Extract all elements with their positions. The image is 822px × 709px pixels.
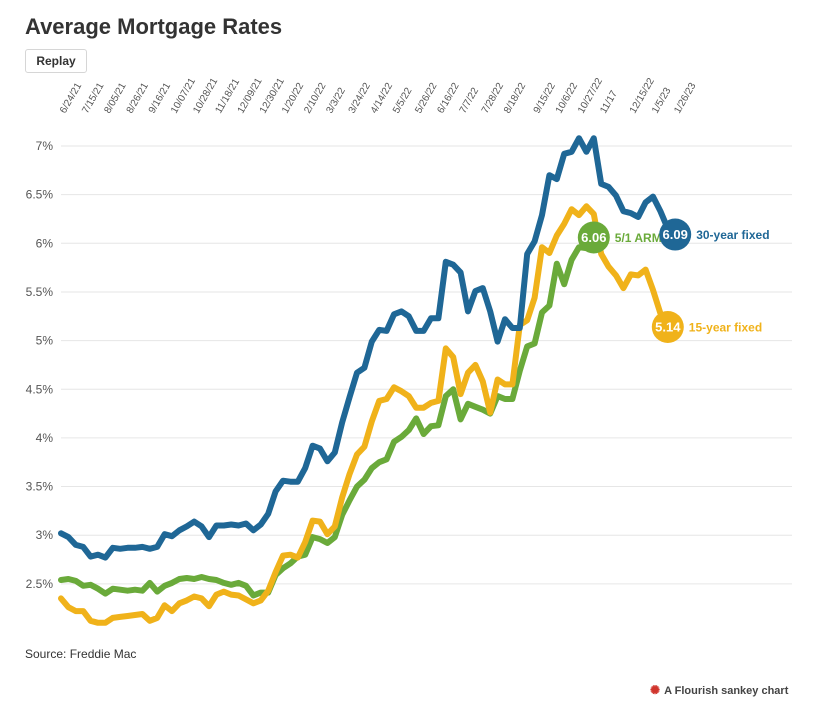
series-name-5-1-arm: 5/1 ARM [615,231,662,245]
end-marker-15-year-fixed[interactable] [651,310,684,343]
y-tick-label: 5% [36,334,54,348]
x-axis-ticks: 6/24/217/15/218/05/218/26/219/16/2110/07… [58,76,699,116]
end-value-30-year-fixed: 6.09 [663,227,688,242]
y-tick-label: 3% [36,528,54,542]
y-tick-label: 6% [36,236,54,250]
y-tick-label: 5.5% [26,285,54,299]
y-tick-label: 4.5% [26,382,54,396]
y-tick-label: 3.5% [26,480,54,494]
y-axis-ticks: 2.5% 3% 3.5% 4% 4.5% 5% 5.5% 6% 6.5% 7% [26,139,54,591]
flourish-credit[interactable]: ✺ A Flourish sankey chart [650,683,788,697]
flourish-logo-icon: ✺ [650,683,661,697]
series-line-30-year-fixed[interactable] [58,135,679,561]
y-tick-label: 2.5% [26,577,54,591]
series-line-15-year-fixed[interactable] [58,203,671,626]
series-lines [58,135,679,626]
x-tick-label: 1/5/23 [650,86,674,116]
y-tick-label: 4% [36,431,54,445]
end-labels: 6.06 5/1 ARM 5.14 15-year fixed 6.09 30-year … [577,218,770,343]
x-tick-label: 8/18/22 [502,81,528,116]
end-marker-30-year-fixed[interactable] [659,218,692,251]
series-line-5-1-arm[interactable] [58,234,597,599]
y-tick-label: 6.5% [26,188,54,202]
replay-button[interactable]: Replay [25,49,87,73]
y-tick-label: 7% [36,139,54,153]
x-tick-label: 5/5/22 [391,86,415,116]
x-tick-label: 7/7/22 [458,86,482,116]
source-note: Source: Freddie Mac [25,647,137,661]
end-value-15-year-fixed: 5.14 [655,319,681,334]
series-name-15-year-fixed: 15-year fixed [689,320,762,334]
x-tick-label: 11/17 [598,89,620,116]
x-tick-label: 3/3/22 [324,86,348,116]
series-name-30-year-fixed: 30-year fixed [696,228,769,242]
end-value-5-1-arm: 6.06 [581,230,606,245]
gridlines [61,145,792,585]
x-tick-label: 1/26/23 [672,81,698,116]
chart-title: Average Mortgage Rates [25,14,283,39]
end-marker-5-1-arm[interactable] [577,221,610,254]
credit-text: A Flourish sankey chart [664,685,789,697]
